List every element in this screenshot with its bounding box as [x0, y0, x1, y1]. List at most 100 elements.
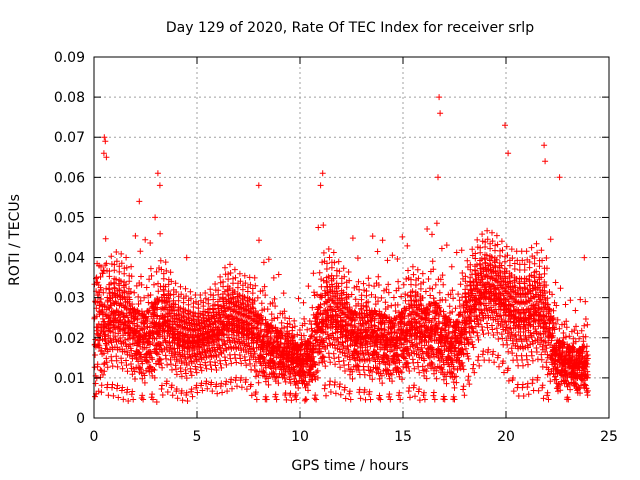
- data-point: [105, 392, 112, 399]
- data-point: [388, 302, 395, 309]
- data-point: [453, 373, 460, 380]
- data-point: [220, 331, 227, 338]
- data-point: [433, 375, 440, 382]
- data-point: [101, 303, 108, 310]
- data-point: [261, 283, 268, 290]
- data-point: [583, 343, 590, 350]
- data-point: [229, 385, 235, 392]
- data-point: [198, 367, 205, 374]
- data-point: [251, 274, 258, 281]
- data-point: [323, 266, 330, 272]
- data-point: [155, 351, 161, 358]
- data-point: [394, 345, 401, 352]
- data-point: [142, 236, 149, 243]
- data-point: [391, 347, 397, 354]
- data-point: [446, 303, 453, 310]
- data-point: [219, 389, 226, 396]
- data-point: [131, 368, 138, 375]
- data-point: [183, 293, 190, 300]
- data-point: [402, 297, 409, 304]
- data-point: [290, 366, 297, 373]
- data-point: [584, 355, 591, 362]
- data-point: [98, 296, 104, 302]
- data-point: [153, 335, 160, 342]
- data-point: [511, 266, 518, 272]
- data-point: [106, 273, 113, 280]
- data-point: [431, 353, 438, 360]
- data-point: [440, 393, 447, 400]
- data-point: [288, 397, 295, 404]
- data-point: [345, 293, 352, 300]
- data-point: [315, 224, 322, 231]
- data-point: [489, 229, 495, 236]
- data-point: [278, 341, 284, 348]
- data-point: [485, 330, 492, 337]
- data-point: [134, 323, 141, 330]
- data-point: [302, 374, 309, 381]
- data-point: [520, 362, 526, 369]
- data-point: [468, 324, 475, 331]
- data-point: [441, 396, 448, 403]
- data-point: [158, 360, 165, 367]
- data-point: [204, 385, 211, 392]
- data-point: [387, 396, 394, 403]
- data-point: [396, 359, 403, 366]
- data-point: [381, 326, 388, 333]
- data-point: [160, 275, 167, 282]
- data-point: [480, 315, 487, 322]
- data-point: [550, 307, 557, 314]
- data-point: [470, 361, 477, 368]
- data-point: [153, 350, 160, 357]
- data-point: [237, 355, 244, 362]
- data-point: [295, 385, 302, 391]
- data-point: [562, 377, 568, 384]
- data-point: [378, 294, 385, 301]
- data-point: [397, 319, 404, 326]
- data-point: [421, 396, 428, 403]
- data-point: [479, 327, 486, 334]
- data-point: [228, 376, 235, 383]
- data-point: [337, 381, 343, 388]
- data-point: [550, 315, 557, 321]
- data-point: [279, 332, 286, 339]
- data-point: [399, 233, 406, 240]
- data-point: [352, 324, 359, 331]
- data-point: [510, 388, 517, 395]
- data-point: [273, 396, 280, 403]
- data-point: [118, 260, 125, 267]
- data-point: [295, 295, 302, 302]
- data-point: [135, 301, 142, 307]
- data-point: [287, 380, 294, 387]
- data-point: [111, 261, 118, 268]
- data-point: [275, 271, 282, 278]
- data-point: [406, 328, 413, 335]
- data-point: [375, 298, 381, 305]
- data-point: [348, 291, 355, 298]
- data-point: [234, 297, 241, 304]
- data-point: [386, 361, 393, 368]
- data-point: [178, 387, 185, 394]
- data-point: [217, 345, 224, 352]
- data-point: [533, 240, 540, 247]
- data-point: [490, 332, 497, 338]
- data-point: [129, 388, 136, 395]
- data-point: [483, 252, 490, 259]
- data-point: [248, 381, 254, 388]
- data-point: [369, 376, 376, 383]
- data-point: [152, 214, 159, 221]
- data-point: [414, 266, 421, 273]
- data-point: [464, 336, 471, 343]
- data-point: [398, 293, 405, 300]
- data-point: [384, 366, 391, 373]
- data-point: [405, 347, 412, 354]
- data-point: [530, 340, 536, 347]
- data-point: [354, 362, 361, 369]
- data-point: [353, 283, 360, 290]
- data-point: [469, 325, 476, 332]
- data-point: [115, 394, 122, 401]
- data-point: [92, 352, 99, 358]
- data-point: [327, 389, 334, 395]
- data-point: [324, 324, 331, 331]
- data-point: [310, 270, 317, 277]
- data-point: [391, 322, 398, 329]
